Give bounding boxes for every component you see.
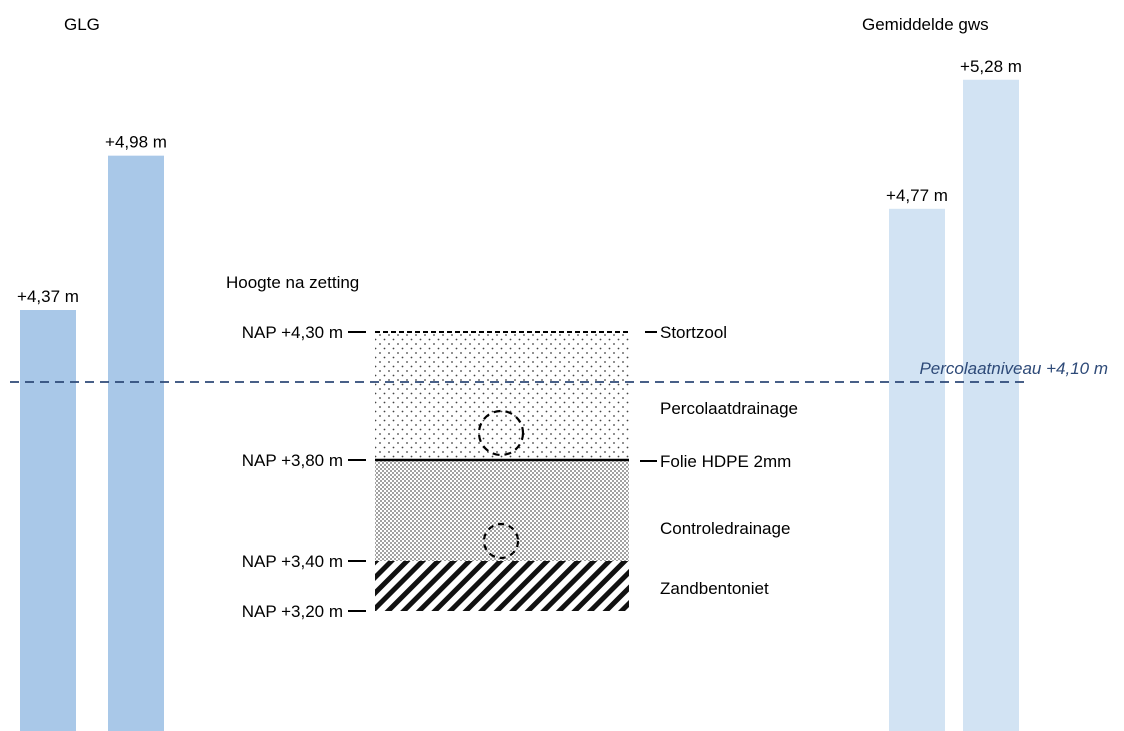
nap-label: NAP +3,20 m <box>242 602 343 621</box>
nap-label: NAP +4,30 m <box>242 323 343 342</box>
layer-label-controledrainage: Controledrainage <box>660 519 790 538</box>
level-columns: +4,37 m +4,98 m +4,77 m +5,28 m <box>17 57 1022 731</box>
layer-labels: Stortzool Percolaatdrainage Folie HDPE 2… <box>640 323 798 598</box>
nap-label: NAP +3,80 m <box>242 451 343 470</box>
gws-column-1-label: +4,77 m <box>886 186 948 205</box>
layer-label-stortzool: Stortzool <box>660 323 727 342</box>
dashed-circle-icon <box>482 522 520 560</box>
nap-levels: NAP +4,30 m NAP +3,80 m NAP +3,40 m NAP … <box>242 323 366 621</box>
percolaat-label: Percolaatniveau +4,10 m <box>919 359 1108 378</box>
zandbentoniet-layer <box>375 561 629 611</box>
gws-header: Gemiddelde gws <box>862 15 989 34</box>
glg-column-2-label: +4,98 m <box>105 133 167 152</box>
nap-label: NAP +3,40 m <box>242 552 343 571</box>
glg-column-1 <box>20 310 76 731</box>
controledrainage-layer <box>375 460 629 561</box>
glg-column-2 <box>108 155 164 731</box>
percolaatdrainage-layer <box>375 332 629 460</box>
layer-label-percolaatdrainage: Percolaatdrainage <box>660 399 798 418</box>
glg-column-1-label: +4,37 m <box>17 287 79 306</box>
gws-column-2 <box>963 79 1019 731</box>
glg-header: GLG <box>64 15 100 34</box>
gws-column-2-label: +5,28 m <box>960 57 1022 76</box>
layer-label-zandbentoniet: Zandbentoniet <box>660 579 769 598</box>
gws-column-1 <box>889 208 945 731</box>
dashed-circle-icon <box>477 409 525 457</box>
soil-layers <box>375 331 629 611</box>
layer-label-folie: Folie HDPE 2mm <box>660 452 791 471</box>
subtitle: Hoogte na zetting <box>226 273 359 292</box>
